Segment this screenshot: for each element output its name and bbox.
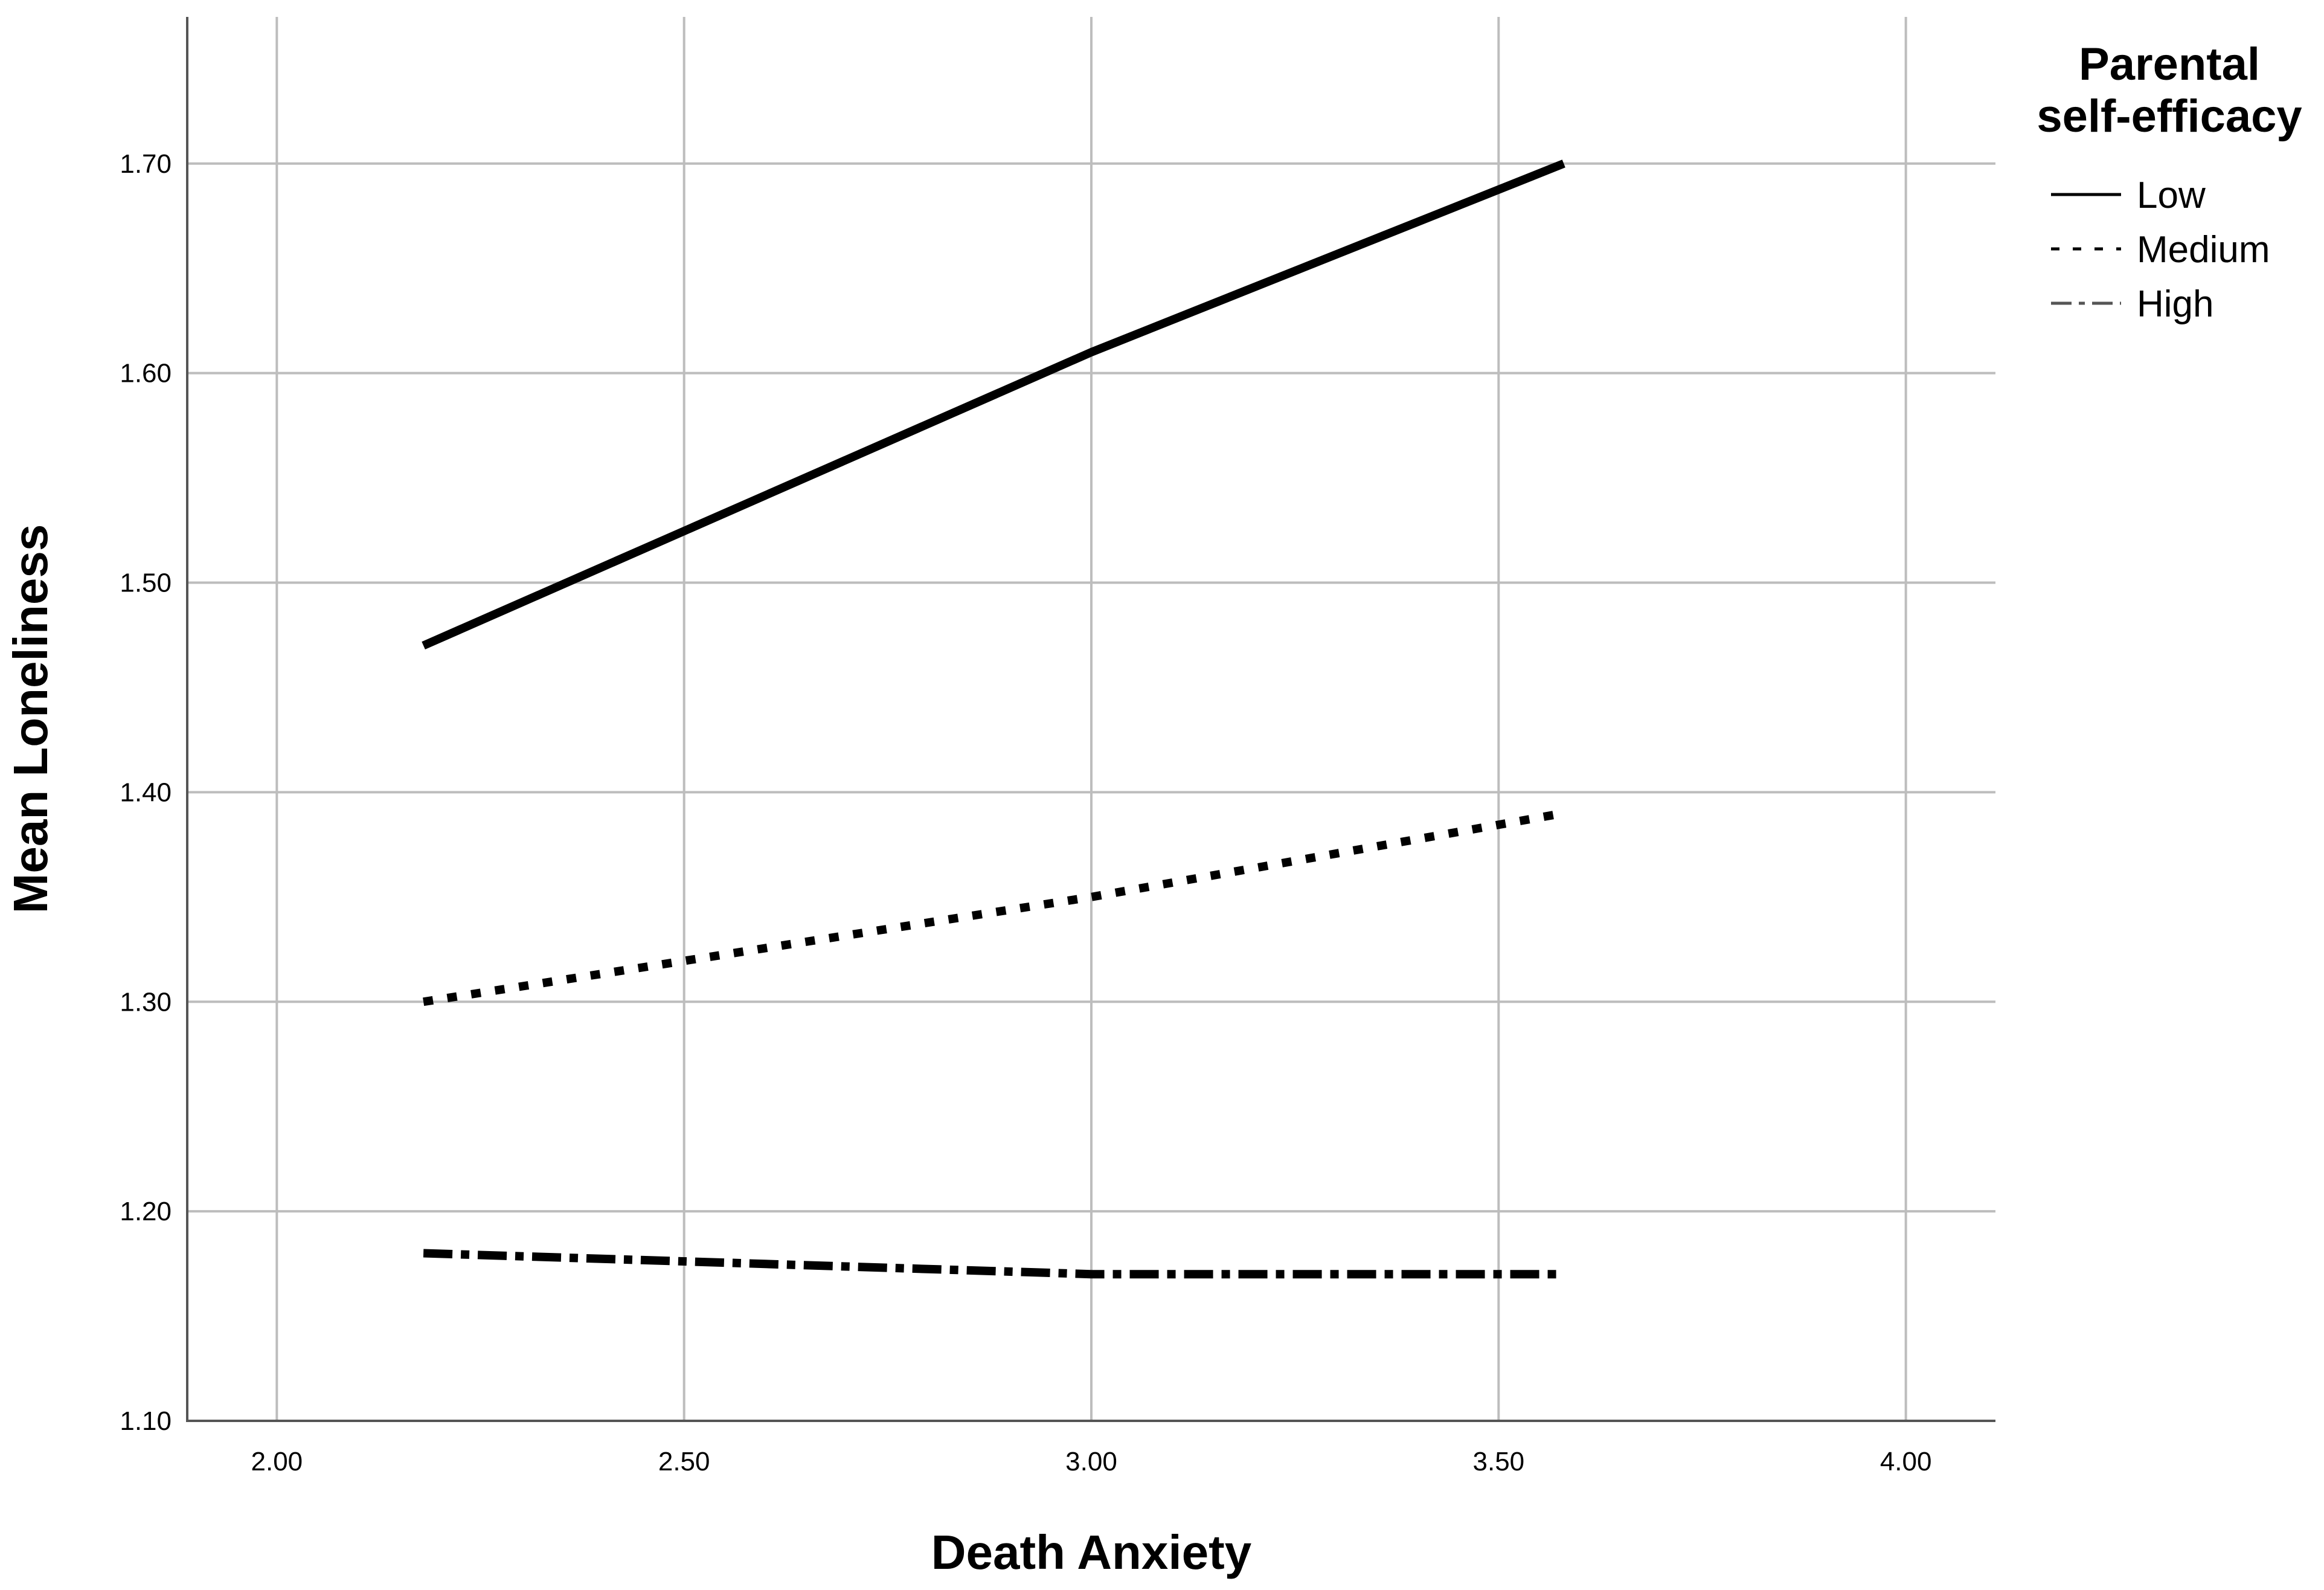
series-lines [422, 159, 1565, 1279]
y-axis-title: Mean Loneliness [4, 524, 57, 914]
legend-label-low: Low [2137, 175, 2206, 216]
y-tick-label: 1.70 [120, 149, 172, 179]
y-tick-label: 1.60 [120, 359, 172, 388]
y-tick-label: 1.20 [120, 1197, 172, 1226]
legend-label-medium: Medium [2137, 229, 2270, 271]
plot-frame [186, 17, 1995, 1422]
grid-lines [187, 17, 1995, 1421]
y-tick-label: 1.30 [120, 987, 172, 1017]
y-tick-labels: 1.10 1.20 1.30 1.40 1.50 1.60 1.70 [120, 149, 172, 1436]
series-line-low [422, 159, 1565, 650]
legend-items: Low Medium High [2051, 175, 2270, 325]
x-axis-title: Death Anxiety [931, 1525, 1252, 1579]
x-tick-label: 3.50 [1473, 1447, 1525, 1476]
series-line-high [423, 1249, 1564, 1279]
y-tick-label: 1.50 [120, 568, 172, 598]
x-tick-labels: 2.00 2.50 3.00 3.50 4.00 [251, 1447, 1932, 1476]
x-tick-label: 2.50 [658, 1447, 710, 1476]
legend: Parental self-efficacy Low Medium High [2037, 39, 2302, 325]
y-tick-label: 1.10 [120, 1406, 172, 1436]
legend-label-high: High [2137, 283, 2214, 325]
axes [186, 17, 1995, 1422]
legend-title-line-1: Parental [2079, 39, 2260, 90]
legend-title-line-2: self-efficacy [2037, 91, 2302, 142]
x-tick-label: 2.00 [251, 1447, 303, 1476]
series-line-medium [423, 809, 1565, 1006]
y-tick-label: 1.40 [120, 777, 172, 807]
x-tick-label: 3.00 [1065, 1447, 1117, 1476]
x-tick-label: 4.00 [1880, 1447, 1932, 1476]
